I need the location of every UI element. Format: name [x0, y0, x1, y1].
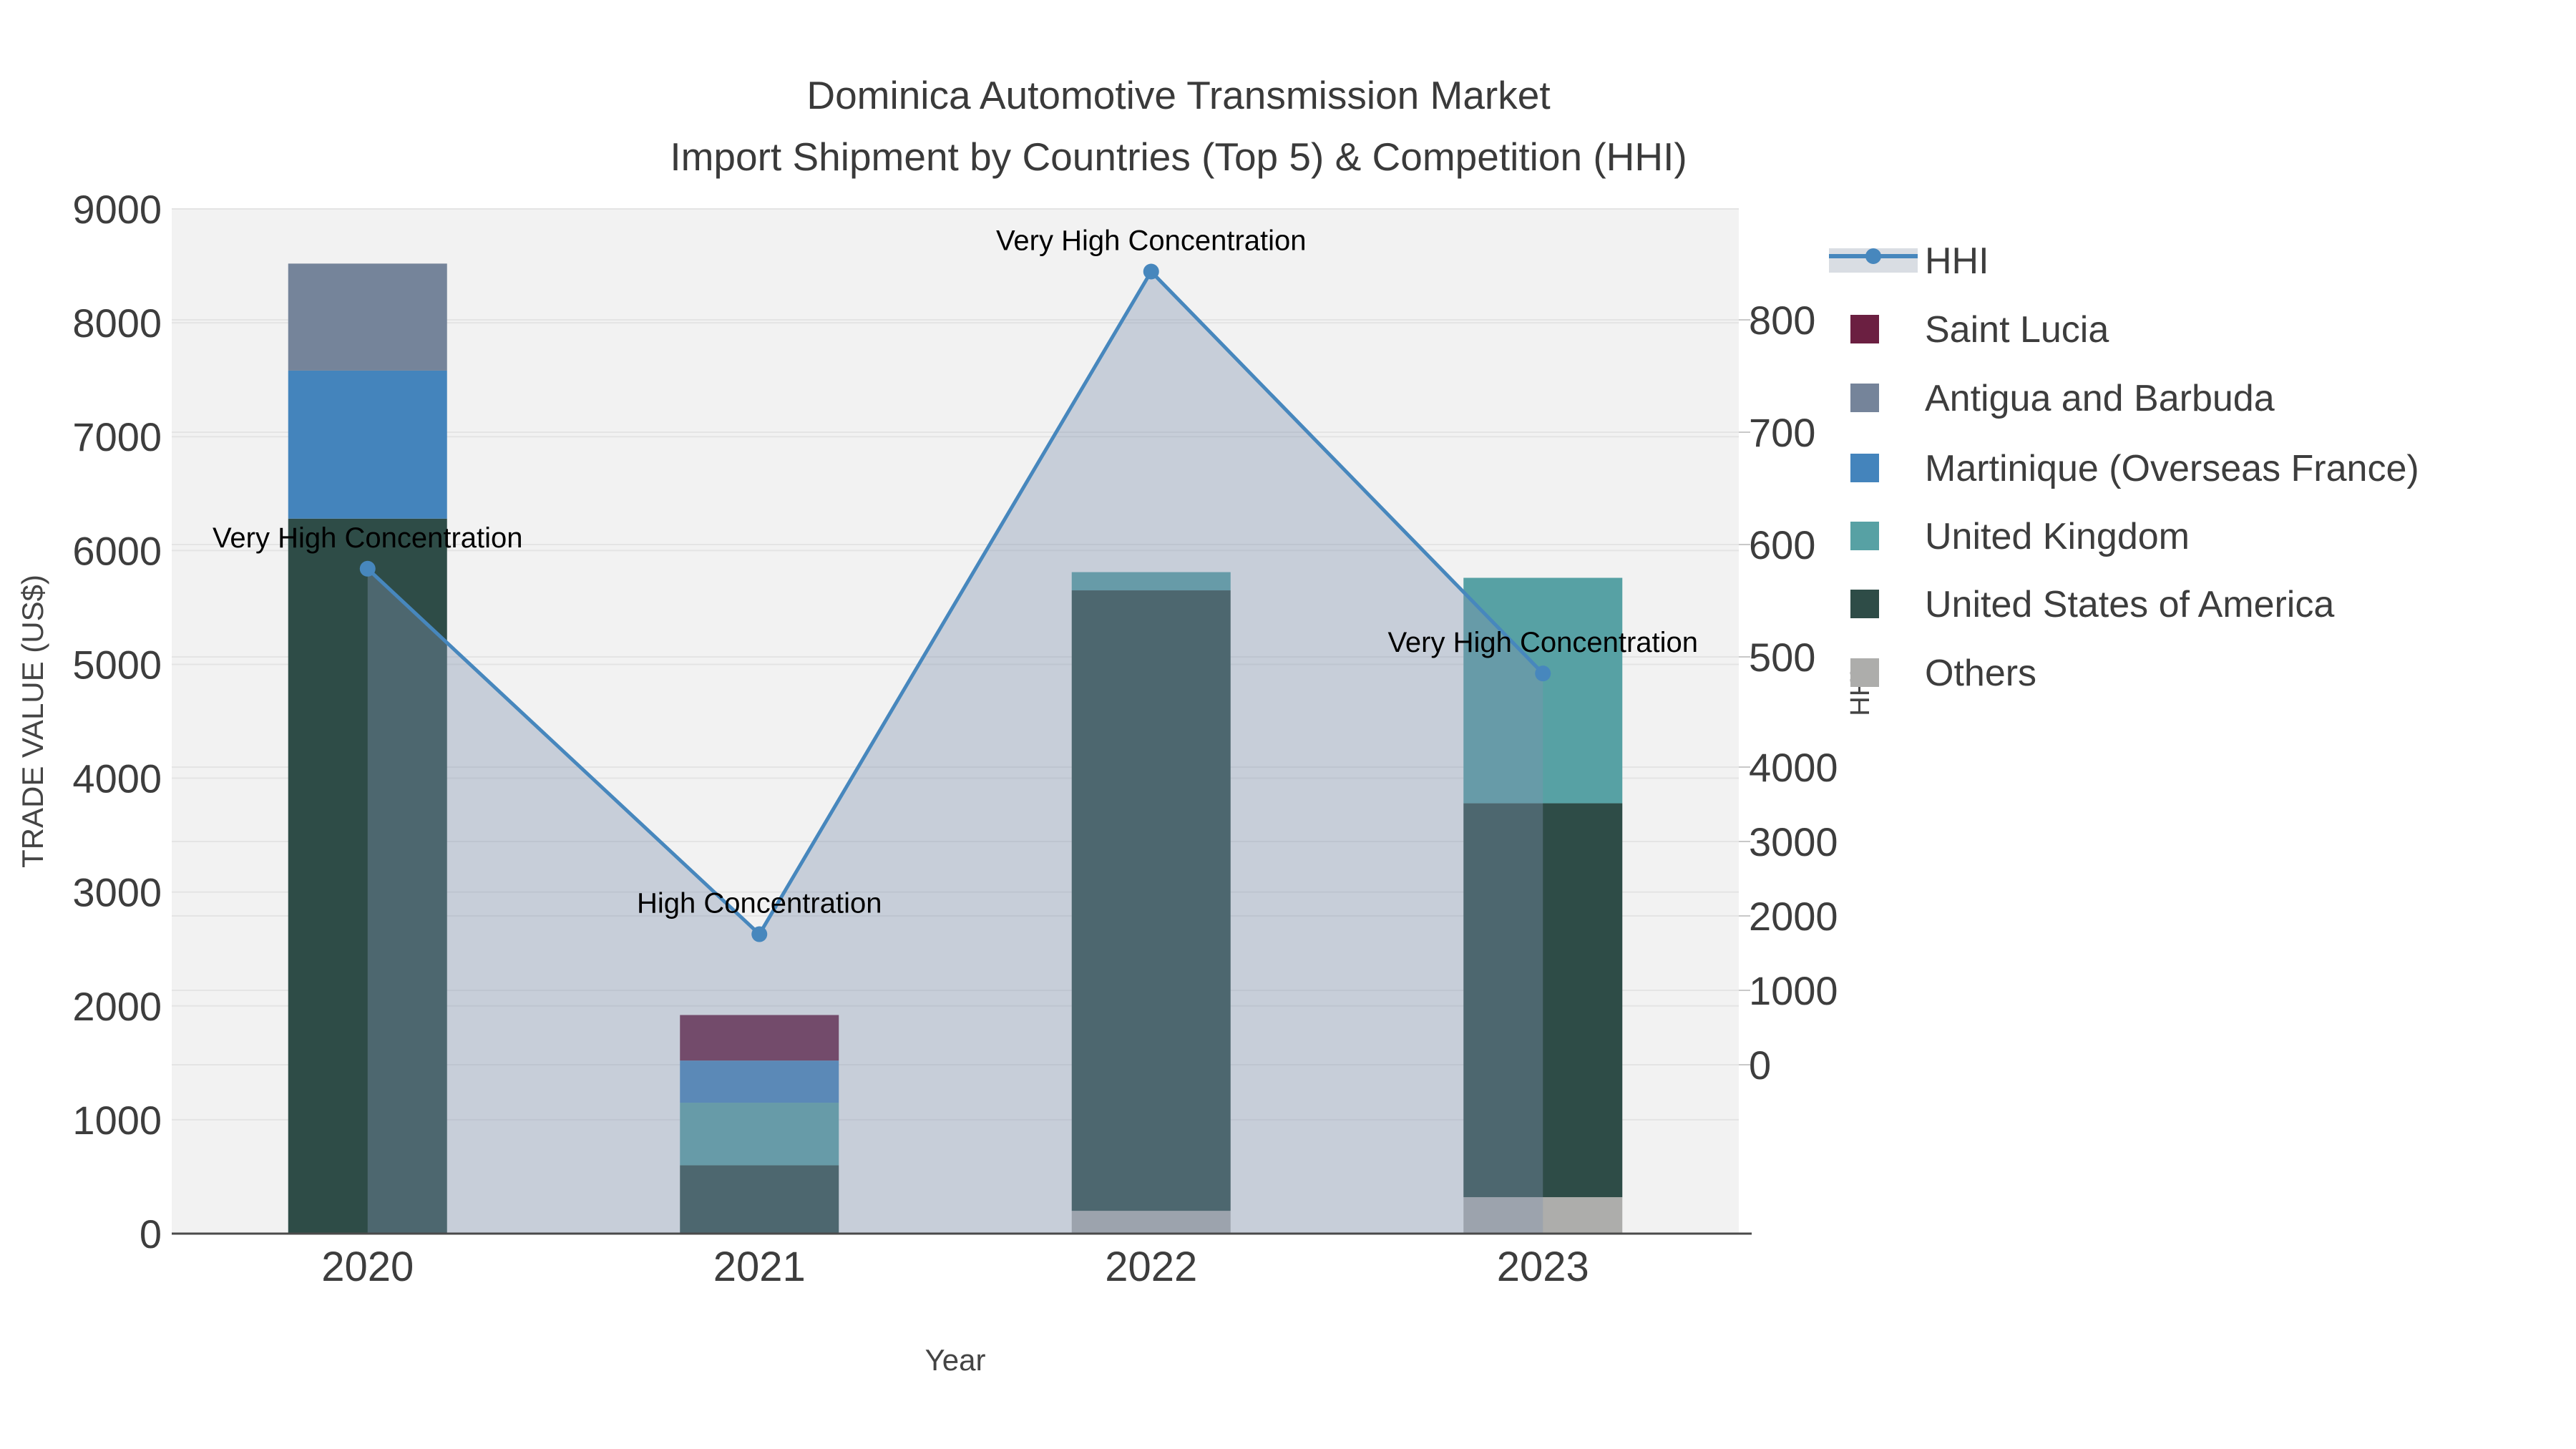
- right-tick-700: 700: [1749, 410, 1815, 455]
- legend-swatch-icon: [1850, 522, 1879, 550]
- legend-label: United Kingdom: [1925, 516, 2190, 557]
- left-tick-1000: 1000: [72, 1098, 162, 1143]
- bar-segment-2023-others[interactable]: [1463, 1197, 1623, 1234]
- hhi-marker-2021[interactable]: [751, 926, 768, 942]
- right-tick-0: 0: [1749, 1043, 1771, 1088]
- x-tick-2020: 2020: [321, 1244, 414, 1290]
- bar-segment-2023-united-kingdom[interactable]: [1463, 577, 1623, 804]
- legend-item-antigua-and-barbuda[interactable]: Antigua and Barbuda: [1850, 378, 2275, 419]
- left-tick-2000: 2000: [72, 984, 162, 1029]
- hhi-line: [366, 268, 1545, 937]
- legend-swatch-icon: [1850, 658, 1879, 687]
- legend-label: Saint Lucia: [1925, 309, 2109, 351]
- bar-series: [288, 263, 1623, 1234]
- bar-segment-2021-martinique-overseas-france-[interactable]: [680, 1060, 839, 1103]
- legend-swatch-icon: [1850, 315, 1879, 343]
- bar-segment-2022-united-states-of-america[interactable]: [1071, 590, 1231, 1211]
- annotation-2022: Very High Concentration: [996, 225, 1307, 257]
- left-axis-title: TRADE VALUE (US$): [16, 575, 49, 868]
- bar-segment-2023-united-states-of-america[interactable]: [1463, 803, 1623, 1198]
- bar-segment-2021-saint-lucia[interactable]: [680, 1015, 839, 1061]
- legend: HHI Saint Lucia Antigua and Barbuda Martini…: [1829, 240, 2419, 694]
- x-tick-2021: 2021: [713, 1244, 806, 1290]
- x-tick-2023: 2023: [1497, 1244, 1589, 1290]
- left-tick-9000: 9000: [72, 187, 162, 232]
- legend-item-united-kingdom[interactable]: United Kingdom: [1850, 516, 2190, 557]
- legend-label: United States of America: [1925, 584, 2334, 625]
- x-tick-2022: 2022: [1105, 1244, 1197, 1290]
- hhi-marker-2022[interactable]: [1143, 263, 1159, 280]
- right-tick-3000: 3000: [1749, 819, 1838, 864]
- right-tick-600: 600: [1749, 522, 1815, 567]
- right-tick-800: 800: [1749, 298, 1815, 343]
- legend-swatch-icon: [1850, 384, 1879, 412]
- hhi-marker-2020[interactable]: [359, 560, 376, 577]
- legend-label: Antigua and Barbuda: [1925, 378, 2275, 419]
- right-tick-2000: 2000: [1749, 894, 1838, 939]
- annotation-2021: High Concentration: [637, 888, 882, 919]
- annotation-2023: Very High Concentration: [1387, 627, 1698, 658]
- hhi-markers: [359, 263, 1551, 942]
- bar-segment-2022-united-kingdom[interactable]: [1071, 572, 1231, 591]
- legend-hhi-marker-icon: [1865, 248, 1881, 264]
- chart-title-line2: Import Shipment by Countries (Top 5) & C…: [670, 135, 1687, 179]
- right-tick-500: 500: [1749, 635, 1815, 680]
- x-axis-title: Year: [925, 1343, 986, 1377]
- x-axis-ticks: 2020 2021 2022 2023: [321, 1244, 1589, 1290]
- right-tick-4000: 4000: [1749, 745, 1838, 790]
- legend-item-saint-lucia[interactable]: Saint Lucia: [1850, 309, 2109, 351]
- left-tick-3000: 3000: [72, 870, 162, 915]
- hhi-area-fill: [367, 271, 1543, 1234]
- hhi-marker-2023[interactable]: [1535, 665, 1551, 682]
- right-tick-1000: 1000: [1749, 968, 1838, 1013]
- left-tick-8000: 8000: [72, 301, 162, 346]
- legend-swatch-icon: [1850, 454, 1879, 482]
- legend-swatch-icon: [1850, 590, 1879, 618]
- legend-item-others[interactable]: Others: [1850, 653, 2036, 694]
- left-tick-4000: 4000: [72, 756, 162, 801]
- left-tick-6000: 6000: [72, 528, 162, 573]
- legend-label: HHI: [1925, 240, 1989, 282]
- bar-segment-2021-united-states-of-america[interactable]: [680, 1165, 839, 1234]
- right-axis-ticks: 800 700 600 500 4000 3000 2000 1000 0: [1739, 298, 1838, 1088]
- legend-label: Martinique (Overseas France): [1925, 448, 2419, 489]
- left-tick-5000: 5000: [72, 642, 162, 687]
- bar-segment-2020-antigua-and-barbuda[interactable]: [288, 263, 447, 371]
- left-tick-7000: 7000: [72, 414, 162, 459]
- bar-segment-2020-united-states-of-america[interactable]: [288, 518, 447, 1234]
- annotation-2020: Very High Concentration: [213, 522, 523, 554]
- legend-item-martinique-overseas-france-[interactable]: Martinique (Overseas France): [1850, 448, 2419, 489]
- left-tick-0: 0: [140, 1211, 162, 1257]
- legend-label: Others: [1925, 653, 2036, 694]
- bar-segment-2020-martinique-overseas-france-[interactable]: [288, 370, 447, 519]
- chart-title-line1: Dominica Automotive Transmission Market: [806, 73, 1550, 117]
- legend-item-hhi[interactable]: HHI: [1829, 240, 1989, 282]
- bar-segment-2022-others[interactable]: [1071, 1211, 1231, 1234]
- legend-item-united-states-of-america[interactable]: United States of America: [1850, 584, 2334, 625]
- annotations: Very High Concentration High Concentratio…: [213, 225, 1698, 919]
- left-axis-ticks: 9000 8000 7000 6000 5000 4000 3000 2000 1000 0: [72, 187, 162, 1257]
- bar-segment-2021-united-kingdom[interactable]: [680, 1103, 839, 1166]
